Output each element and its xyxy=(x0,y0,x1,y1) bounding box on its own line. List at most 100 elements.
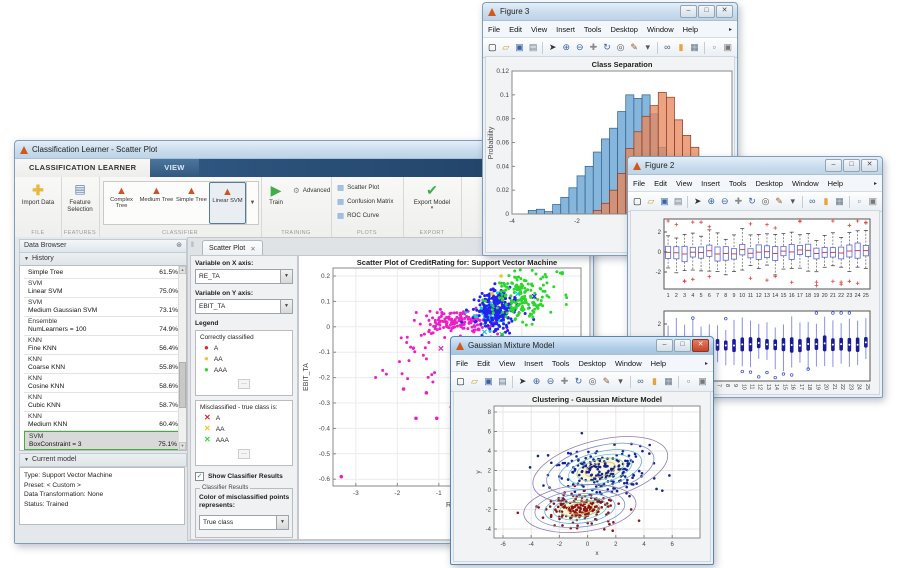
export-model-button[interactable]: ✔ Export Model ▾ xyxy=(413,181,451,212)
print-icon[interactable]: ▤ xyxy=(498,376,507,386)
legend-icon[interactable]: ▦ xyxy=(835,196,844,206)
advanced-button[interactable]: ⚙ Advanced xyxy=(293,186,331,195)
new-document-icon[interactable]: ▢ xyxy=(488,42,497,52)
brush-icon[interactable]: ✎ xyxy=(630,42,638,52)
current-model-header[interactable]: ▼ Current model xyxy=(19,453,187,467)
rotate-icon[interactable]: ↻ xyxy=(748,196,756,206)
history-header[interactable]: ▼ History xyxy=(19,252,187,266)
legend-more-indicator[interactable]: ... xyxy=(238,449,250,459)
rotate-icon[interactable]: ↻ xyxy=(574,376,583,386)
gallery-item-medium-tree[interactable]: ▲ Medium Tree xyxy=(139,182,174,224)
close-button[interactable]: ✕ xyxy=(692,339,709,352)
legend-icon[interactable]: ▦ xyxy=(664,376,673,386)
dock-minimize-icon[interactable]: ▫ xyxy=(857,196,861,206)
restore-button[interactable]: □ xyxy=(674,339,691,352)
dock-icon[interactable]: ▣ xyxy=(868,196,877,206)
zoom-out-icon[interactable]: ⊖ xyxy=(546,376,555,386)
title-bar[interactable]: Gaussian Mixture Model – □ ✕ xyxy=(451,337,713,355)
link-plots-icon[interactable]: ∞ xyxy=(664,42,671,52)
menu-insert[interactable]: Insert xyxy=(701,178,720,188)
dropdown-arrow-icon[interactable]: ▾ xyxy=(790,196,796,206)
colorbar-icon[interactable]: ▮ xyxy=(652,376,657,386)
x-variable-dropdown[interactable]: RE_TA ▼ xyxy=(195,269,293,284)
history-item[interactable]: KNN Cubic KNN 58.7% xyxy=(24,393,186,412)
dropdown-arrow-icon[interactable]: ▾ xyxy=(618,376,623,386)
pointer-icon[interactable]: ➤ xyxy=(548,42,557,52)
menu-view[interactable]: View xyxy=(499,358,516,368)
gallery-item-simple-tree[interactable]: ▲ Simple Tree xyxy=(174,182,209,224)
data-cursor-icon[interactable]: ◎ xyxy=(616,42,625,52)
pointer-icon[interactable]: ➤ xyxy=(518,376,527,386)
brush-icon[interactable]: ✎ xyxy=(602,376,611,386)
menu-view[interactable]: View xyxy=(531,24,548,34)
menu-file[interactable]: File xyxy=(633,178,646,188)
import-data-button[interactable]: ✚ Import Data xyxy=(18,181,58,206)
history-item[interactable]: KNN Cosine KNN 58.6% xyxy=(24,374,186,393)
menu-edit[interactable]: Edit xyxy=(509,24,523,34)
open-folder-icon[interactable]: ▱ xyxy=(471,376,478,386)
feature-selection-button[interactable]: ▤ Feature Selection xyxy=(60,181,100,213)
plot-button-roc-curve[interactable]: ▦ ROC Curve xyxy=(337,211,379,220)
scrollbar-thumb[interactable] xyxy=(179,362,186,408)
new-document-icon[interactable]: ▢ xyxy=(456,376,465,386)
menu-window[interactable]: Window xyxy=(646,24,674,34)
tab-view[interactable]: VIEW xyxy=(150,159,199,177)
menu-desktop[interactable]: Desktop xyxy=(610,24,638,34)
menu-tools[interactable]: Tools xyxy=(551,358,570,368)
gmm-clustering-plot[interactable]: Clustering - Gaussian Mixture Model -6 -4 -… xyxy=(454,392,710,561)
menu-tools[interactable]: Tools xyxy=(728,178,747,188)
menu-edit[interactable]: Edit xyxy=(654,178,668,188)
menu-desktop[interactable]: Desktop xyxy=(755,178,783,188)
menu-help[interactable]: Help xyxy=(827,178,844,188)
menu-overflow-arrow[interactable]: ▸ xyxy=(728,26,732,33)
history-item[interactable]: Ensemble NumLearners = 100 74.9% xyxy=(24,317,186,336)
pan-icon[interactable]: ✚ xyxy=(734,196,743,206)
export-dropdown-arrow[interactable]: ▾ xyxy=(430,205,434,212)
scatter-plot-doc-tab[interactable]: Scatter Plot ✕ xyxy=(202,240,263,256)
restore-button[interactable]: □ xyxy=(698,5,715,18)
zoom-out-icon[interactable]: ⊖ xyxy=(721,196,729,206)
new-document-icon[interactable]: ▢ xyxy=(633,196,642,206)
minimize-button[interactable]: – xyxy=(825,159,842,172)
data-cursor-icon[interactable]: ◎ xyxy=(761,196,770,206)
history-item[interactable]: KNN Coarse KNN 55.8% xyxy=(24,355,186,374)
title-bar[interactable]: Figure 3 – □ ✕ xyxy=(483,3,737,21)
history-item[interactable]: KNN Medium KNN 60.4% xyxy=(24,412,186,431)
menu-file[interactable]: File xyxy=(488,24,501,34)
menu-file[interactable]: File xyxy=(456,358,469,368)
dock-minimize-icon[interactable]: ▫ xyxy=(712,42,716,52)
menu-insert[interactable]: Insert xyxy=(556,24,575,34)
checkbox-checked[interactable]: ✓ xyxy=(195,472,204,481)
menu-help[interactable]: Help xyxy=(650,358,667,368)
brush-icon[interactable]: ✎ xyxy=(775,196,783,206)
scroll-up-arrow[interactable]: ▲ xyxy=(179,266,186,274)
menu-help[interactable]: Help xyxy=(682,24,699,34)
plot-button-confusion-matrix[interactable]: ▦ Confusion Matrix xyxy=(337,197,394,206)
legend-icon[interactable]: ▦ xyxy=(690,42,699,52)
save-icon[interactable]: ▣ xyxy=(515,42,524,52)
minimize-button[interactable]: – xyxy=(680,5,697,18)
pointer-icon[interactable]: ➤ xyxy=(693,196,702,206)
history-item[interactable]: SVM Linear SVM 75.0% xyxy=(24,279,186,298)
menu-desktop[interactable]: Desktop xyxy=(578,358,606,368)
menu-edit[interactable]: Edit xyxy=(477,358,491,368)
print-icon[interactable]: ▤ xyxy=(673,196,683,206)
history-item[interactable]: SVM Medium Gaussian SVM 73.1% xyxy=(24,298,186,317)
restore-button[interactable]: □ xyxy=(843,159,860,172)
plot-button-scatter-plot[interactable]: ▦ Scatter Plot xyxy=(337,183,379,192)
legend-more-indicator[interactable]: ... xyxy=(238,379,250,389)
dock-icon[interactable]: ▣ xyxy=(698,376,707,386)
colorbar-icon[interactable]: ▮ xyxy=(823,196,829,206)
menu-insert[interactable]: Insert xyxy=(524,358,543,368)
menu-view[interactable]: View xyxy=(676,178,693,188)
menu-tools[interactable]: Tools xyxy=(583,24,602,34)
zoom-in-icon[interactable]: ⊕ xyxy=(562,42,570,52)
title-bar[interactable]: Classification Learner - Scatter Plot xyxy=(15,141,593,159)
title-bar[interactable]: Figure 2 – □ ✕ xyxy=(628,157,882,175)
menu-window[interactable]: Window xyxy=(614,358,642,368)
save-icon[interactable]: ▣ xyxy=(660,196,669,206)
panel-menu-icon[interactable]: ⊛ xyxy=(176,242,182,249)
link-plots-icon[interactable]: ∞ xyxy=(809,196,816,206)
color-represents-dropdown[interactable]: True class ▼ xyxy=(199,515,289,530)
close-button[interactable]: ✕ xyxy=(861,159,878,172)
